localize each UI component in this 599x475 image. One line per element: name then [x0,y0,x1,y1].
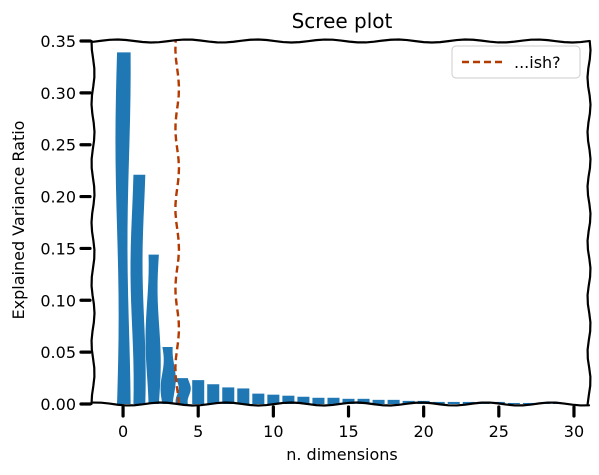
legend-box [451,45,581,79]
y-tick-label: 0.10 [40,291,76,310]
bar-7 [222,387,235,404]
bar-9 [252,393,265,404]
x-tick-label: 20 [413,422,433,441]
y-axis-label: Explained Variance Ratio [9,121,28,320]
bar-0 [115,52,131,405]
y-tick-label: 0.05 [40,343,76,362]
y-axis-ticks: 0.00 0.05 0.10 0.15 0.20 0.25 0.30 0.35 [40,32,92,414]
bar-22 [447,401,460,404]
y-tick-label: 0.35 [40,32,76,51]
x-tick-label: 15 [338,422,358,441]
bar-6 [207,384,220,404]
legend-label: ...ish? [514,53,561,72]
frame-right [586,39,592,406]
x-tick-label: 0 [118,422,128,441]
reference-line [174,40,181,405]
x-tick-label: 10 [263,422,283,441]
bar-18 [387,399,400,404]
reference-line-group [174,40,181,405]
bar-13 [312,397,325,404]
frame-left [90,39,96,406]
bar-series [115,52,565,405]
bar-5 [192,380,205,404]
bar-3 [160,346,176,404]
bar-26 [507,402,520,404]
x-tick-label: 30 [564,422,584,441]
bar-17 [372,399,385,404]
y-tick-label: 0.25 [40,136,76,155]
x-axis-label: n. dimensions [286,445,398,464]
bar-14 [327,397,340,404]
y-tick-label: 0.20 [40,188,76,207]
x-axis-ticks: 0 5 10 15 20 25 30 [118,405,584,441]
y-tick-label: 0.00 [40,395,76,414]
bar-10 [267,394,280,404]
y-tick-label: 0.15 [40,239,76,258]
frame-top [91,38,591,44]
bar-2 [145,254,161,404]
x-tick-label: 5 [193,422,203,441]
x-tick-label: 25 [489,422,509,441]
frame-bottom [91,401,591,407]
bar-1 [130,174,146,404]
bar-8 [237,388,250,404]
plot-frame [90,38,592,407]
legend: ...ish? [451,45,581,79]
y-tick-label: 0.30 [40,84,76,103]
chart-title: Scree plot [292,9,393,33]
